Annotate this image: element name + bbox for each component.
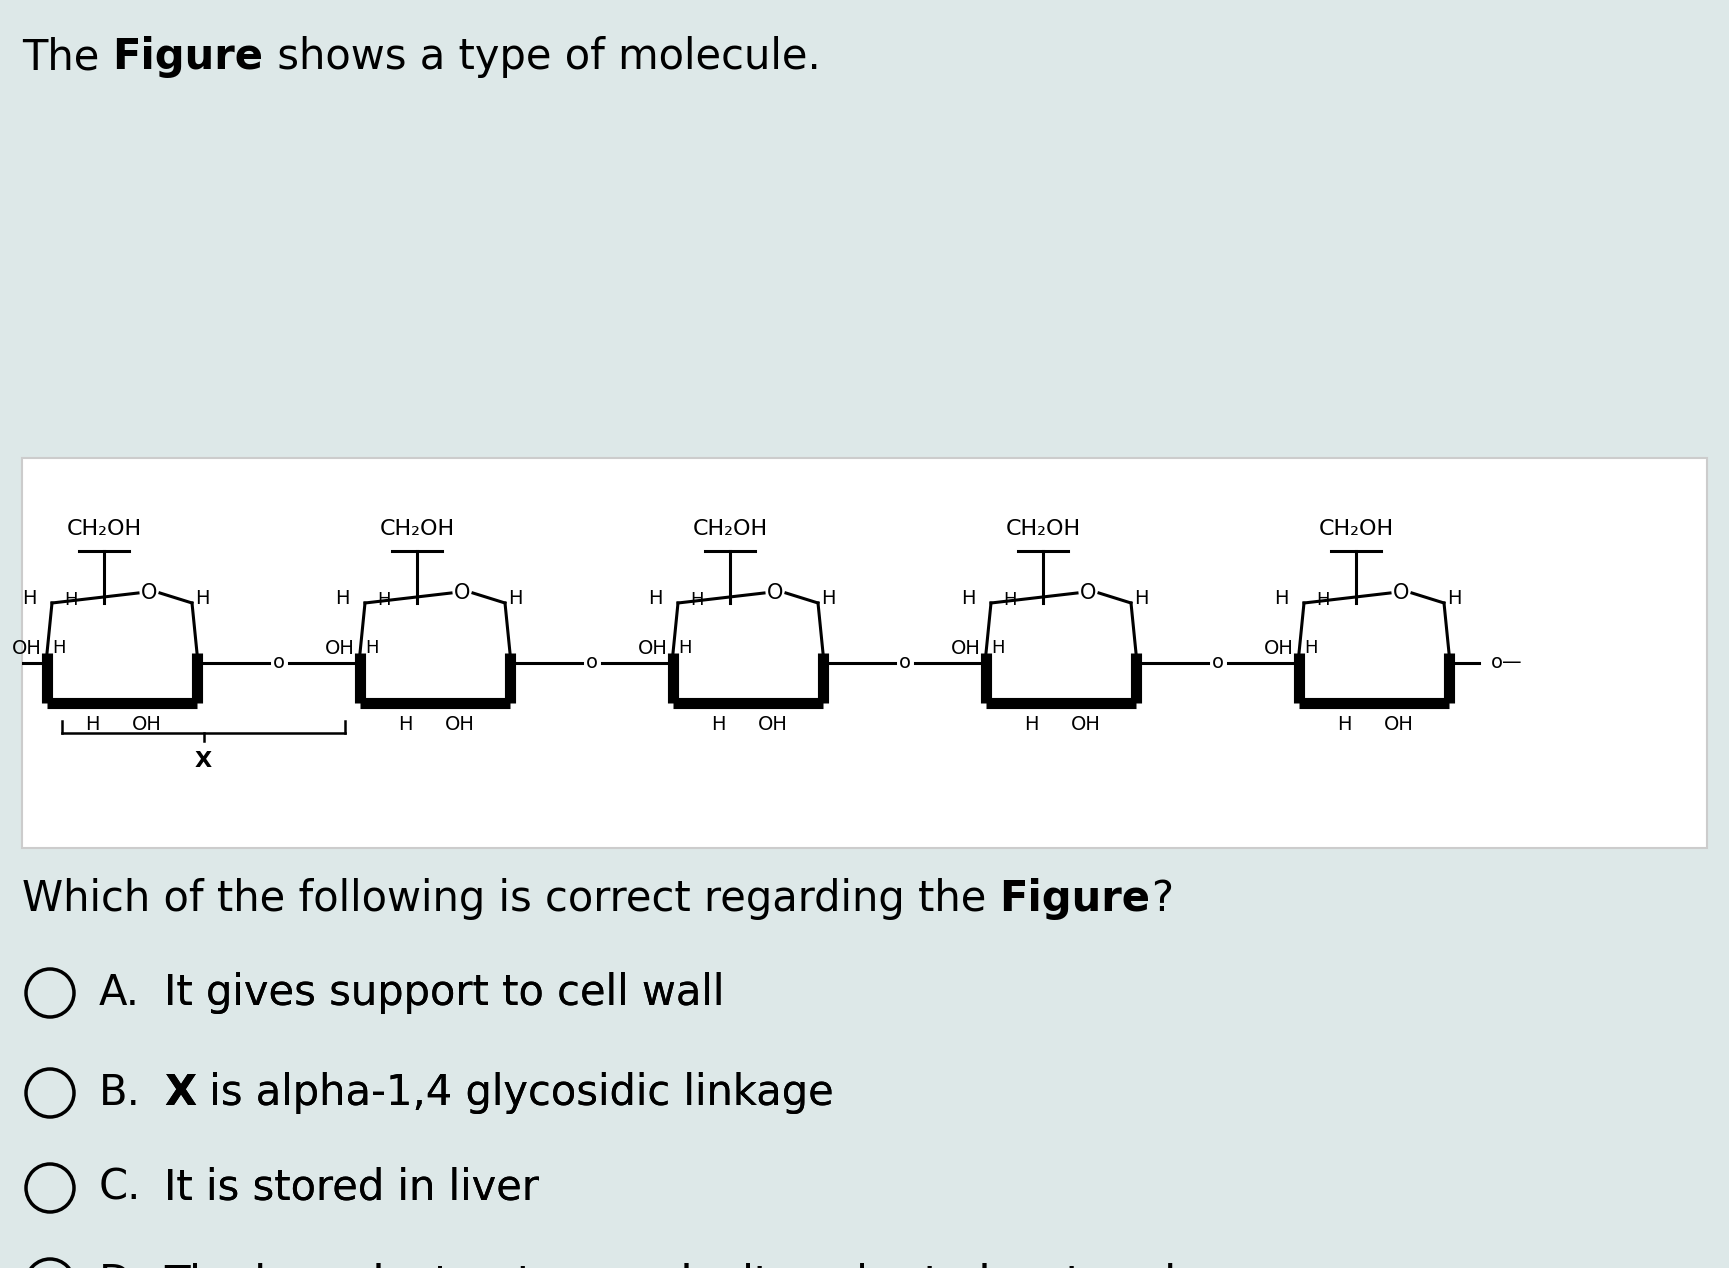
Text: o: o bbox=[273, 653, 285, 672]
Text: OH: OH bbox=[1383, 715, 1414, 734]
Text: OH: OH bbox=[444, 715, 475, 734]
Text: OH: OH bbox=[1264, 639, 1293, 658]
Text: H: H bbox=[195, 588, 209, 607]
Text: o—: o— bbox=[1490, 653, 1523, 672]
Text: C.: C. bbox=[99, 1167, 142, 1208]
Text: H: H bbox=[365, 639, 379, 657]
Text: H: H bbox=[1337, 715, 1352, 734]
Text: CH₂OH: CH₂OH bbox=[1319, 519, 1394, 539]
Text: OH: OH bbox=[1070, 715, 1101, 734]
Text: H: H bbox=[821, 588, 835, 607]
Text: The: The bbox=[22, 36, 112, 79]
Text: X: X bbox=[164, 1071, 195, 1115]
Text: H: H bbox=[1003, 591, 1017, 609]
Text: O: O bbox=[140, 583, 157, 604]
Text: H: H bbox=[1316, 591, 1330, 609]
Text: H: H bbox=[991, 639, 1005, 657]
Text: Which of the following is correct regarding the: Which of the following is correct regard… bbox=[22, 877, 999, 921]
Text: H: H bbox=[678, 639, 692, 657]
Text: It gives support to cell wall: It gives support to cell wall bbox=[164, 973, 724, 1014]
Text: H: H bbox=[508, 588, 522, 607]
Text: O: O bbox=[1394, 583, 1409, 604]
Text: H: H bbox=[1024, 715, 1037, 734]
Text: The branch structure make it easier to be stored: The branch structure make it easier to b… bbox=[164, 1262, 1176, 1268]
Text: H: H bbox=[377, 591, 391, 609]
Text: The branch structure make it easier to be stored: The branch structure make it easier to b… bbox=[164, 1262, 1176, 1268]
Text: It is stored in liver: It is stored in liver bbox=[164, 1167, 539, 1208]
Text: H: H bbox=[648, 588, 662, 607]
Text: H: H bbox=[22, 588, 36, 607]
Text: D.: D. bbox=[99, 1262, 145, 1268]
Text: H: H bbox=[1134, 588, 1148, 607]
FancyBboxPatch shape bbox=[22, 458, 1707, 848]
Text: Figure: Figure bbox=[999, 877, 1150, 921]
Text: is alpha-1,4 glycosidic linkage: is alpha-1,4 glycosidic linkage bbox=[195, 1071, 833, 1115]
Text: shows a type of molecule.: shows a type of molecule. bbox=[263, 36, 820, 79]
Text: It gives support to cell wall: It gives support to cell wall bbox=[164, 973, 724, 1014]
Text: It is stored in liver: It is stored in liver bbox=[164, 1167, 539, 1208]
Text: H: H bbox=[52, 639, 66, 657]
Text: H: H bbox=[398, 715, 412, 734]
Text: X: X bbox=[195, 751, 213, 771]
Text: H: H bbox=[711, 715, 724, 734]
Text: CH₂OH: CH₂OH bbox=[66, 519, 142, 539]
Text: o: o bbox=[1212, 653, 1224, 672]
Text: H: H bbox=[690, 591, 704, 609]
Text: OH: OH bbox=[131, 715, 163, 734]
Text: A.: A. bbox=[99, 973, 140, 1014]
Text: O: O bbox=[453, 583, 470, 604]
Text: H: H bbox=[1447, 588, 1461, 607]
Text: B.: B. bbox=[99, 1071, 140, 1115]
Text: H: H bbox=[85, 715, 99, 734]
Text: H: H bbox=[961, 588, 975, 607]
Text: H: H bbox=[64, 591, 78, 609]
Text: o: o bbox=[586, 653, 598, 672]
Text: is alpha-1,4 glycosidic linkage: is alpha-1,4 glycosidic linkage bbox=[195, 1071, 833, 1115]
Text: CH₂OH: CH₂OH bbox=[692, 519, 768, 539]
Text: OH: OH bbox=[951, 639, 980, 658]
Text: OH: OH bbox=[638, 639, 667, 658]
Text: H: H bbox=[1304, 639, 1317, 657]
Text: X: X bbox=[164, 1071, 195, 1115]
Text: O: O bbox=[1081, 583, 1096, 604]
Text: ?: ? bbox=[1150, 877, 1172, 921]
Text: H: H bbox=[1274, 588, 1290, 607]
Text: OH: OH bbox=[12, 639, 41, 658]
Text: O: O bbox=[768, 583, 783, 604]
Text: OH: OH bbox=[757, 715, 788, 734]
Text: CH₂OH: CH₂OH bbox=[379, 519, 455, 539]
Text: H: H bbox=[335, 588, 349, 607]
Text: o: o bbox=[899, 653, 911, 672]
Text: CH₂OH: CH₂OH bbox=[1006, 519, 1081, 539]
Text: OH: OH bbox=[325, 639, 354, 658]
Text: Figure: Figure bbox=[112, 36, 263, 79]
